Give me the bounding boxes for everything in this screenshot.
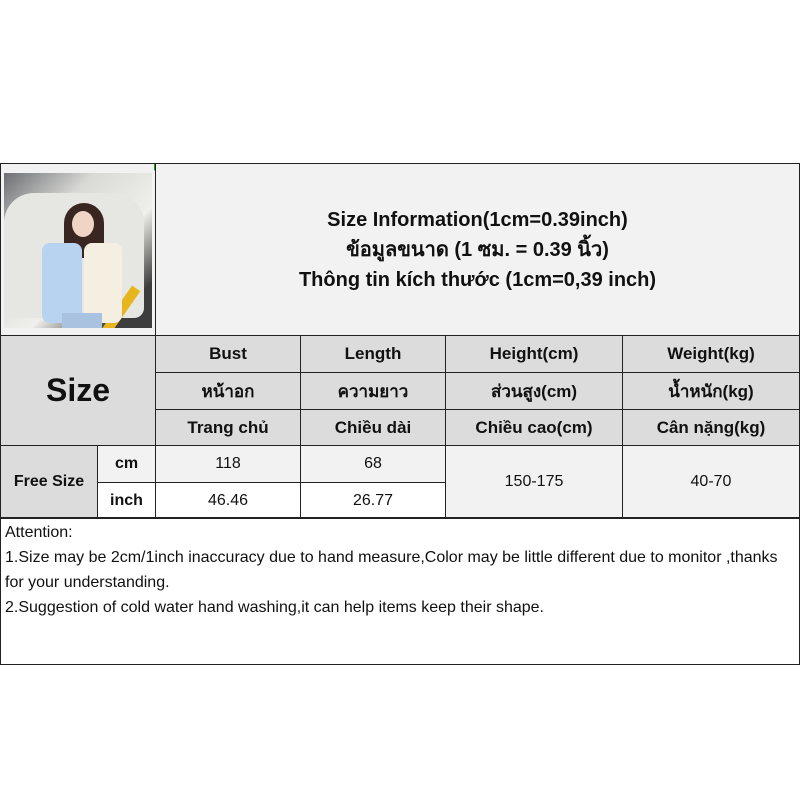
height-range: 150-175 xyxy=(445,445,623,519)
bust-inch: 46.46 xyxy=(155,482,301,519)
product-photo xyxy=(4,173,152,328)
col-bust-vi: Trang chủ xyxy=(155,409,301,446)
col-weight-vi: Cân nặng(kg) xyxy=(622,409,800,446)
col-height-vi: Chiều cao(cm) xyxy=(445,409,623,446)
unit-cm: cm xyxy=(97,445,156,483)
size-information-title: Size Information(1cm=0.39inch) ข้อมูลขนา… xyxy=(155,163,800,336)
col-weight-en: Weight(kg) xyxy=(622,335,800,373)
col-height-th: ส่วนสูง(cm) xyxy=(445,372,623,410)
size-header: Size xyxy=(0,335,156,446)
title-th: ข้อมูลขนาด (1 ซม. = 0.39 นิ้ว) xyxy=(346,238,609,261)
unit-inch: inch xyxy=(97,482,156,519)
weight-range: 40-70 xyxy=(622,445,800,519)
attention-notes: Attention: 1.Size may be 2cm/1inch inacc… xyxy=(0,517,800,665)
attention-line-2: 2.Suggestion of cold water hand washing,… xyxy=(5,599,544,616)
attention-line-1: 1.Size may be 2cm/1inch inaccuracy due t… xyxy=(5,549,778,591)
col-weight-th: น้ำหนัก(kg) xyxy=(622,372,800,410)
col-height-en: Height(cm) xyxy=(445,335,623,373)
length-inch: 26.77 xyxy=(300,482,446,519)
col-length-en: Length xyxy=(300,335,446,373)
bust-cm: 118 xyxy=(155,445,301,483)
attention-heading: Attention: xyxy=(5,524,73,541)
col-bust-th: หน้าอก xyxy=(155,372,301,410)
col-length-vi: Chiều dài xyxy=(300,409,446,446)
col-bust-en: Bust xyxy=(155,335,301,373)
title-vi: Thông tin kích thước (1cm=0,39 inch) xyxy=(298,268,657,291)
col-length-th: ความยาว xyxy=(300,372,446,410)
free-size-label: Free Size xyxy=(0,445,98,519)
length-cm: 68 xyxy=(300,445,446,483)
title-en: Size Information(1cm=0.39inch) xyxy=(327,208,628,231)
